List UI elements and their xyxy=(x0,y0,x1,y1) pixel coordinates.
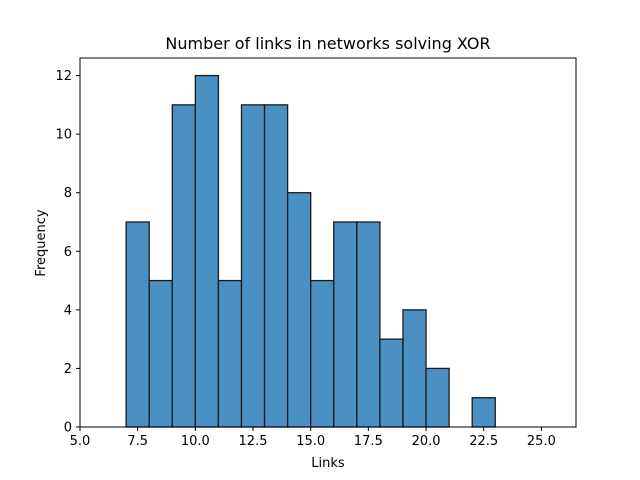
histogram-bar xyxy=(194,74,220,428)
x-tick-label: 17.5 xyxy=(354,434,383,449)
histogram-bar xyxy=(402,309,427,428)
y-axis-label: Frequency xyxy=(34,209,49,276)
histogram-bar xyxy=(263,104,289,428)
histogram-bar xyxy=(217,279,243,428)
x-tick-label: 20.0 xyxy=(412,434,441,449)
histogram-bar xyxy=(148,279,173,428)
x-tick-label: 5.0 xyxy=(70,434,91,449)
histogram-bar xyxy=(356,221,381,428)
histogram-bar xyxy=(471,397,496,428)
plot-frame xyxy=(79,57,577,428)
x-tick-label: 15.0 xyxy=(296,434,325,449)
chart-title: Number of links in networks solving XOR xyxy=(165,34,490,53)
x-tick-label: 12.5 xyxy=(239,434,268,449)
x-axis-label: Links xyxy=(311,456,345,471)
histogram-bar xyxy=(125,221,150,428)
y-tick-label: 8 xyxy=(64,186,72,201)
y-tick-label: 0 xyxy=(64,421,72,436)
y-tick-label: 6 xyxy=(64,245,72,260)
y-tick-label: 10 xyxy=(55,128,72,143)
y-axis: 0 2 4 6 8 10 12 xyxy=(55,69,80,436)
histogram-bar xyxy=(286,192,312,428)
histogram-bar xyxy=(310,279,335,428)
x-tick-label: 10.0 xyxy=(181,434,210,449)
y-tick-label: 4 xyxy=(64,303,72,318)
x-tick-label: 7.5 xyxy=(127,434,148,449)
histogram-bar xyxy=(240,104,266,428)
bars-group xyxy=(125,74,496,428)
y-tick-label: 2 xyxy=(64,362,72,377)
histogram-bar xyxy=(333,221,358,428)
x-axis: 5.0 7.5 10.0 12.5 15.0 17.5 20.0 22.5 25.0 xyxy=(70,427,556,449)
x-tick-label: 25.0 xyxy=(527,434,556,449)
histogram-bar xyxy=(379,338,404,428)
y-tick-label: 12 xyxy=(55,69,72,84)
x-tick-label: 22.5 xyxy=(469,434,498,449)
histogram-bar xyxy=(171,104,196,428)
histogram-bar xyxy=(425,367,450,428)
